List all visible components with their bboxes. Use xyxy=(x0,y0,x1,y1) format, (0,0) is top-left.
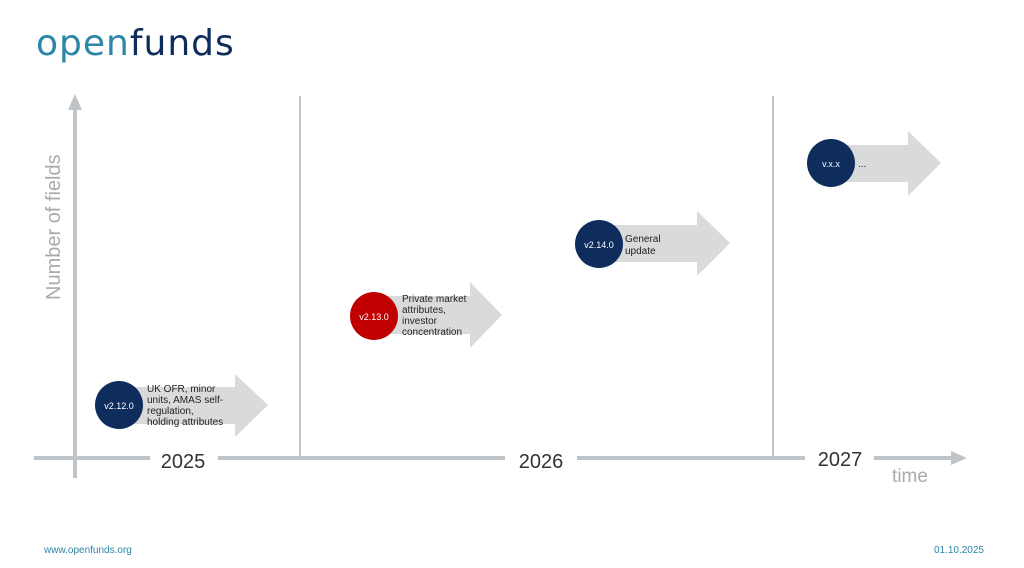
release-desc-line: investor xyxy=(402,316,438,327)
release-arrow xyxy=(375,282,502,348)
logo-text-open: open xyxy=(36,23,130,64)
release-desc-line: Private market xyxy=(402,294,467,305)
version-label: v2.14.0 xyxy=(584,240,614,250)
release-v2-14-0: v2.14.0 General update xyxy=(575,211,730,276)
footer-date: 01.10.2025 xyxy=(933,545,984,556)
version-badge xyxy=(807,139,855,187)
year-label-2026: 2026 xyxy=(519,451,564,473)
release-v2-12-0: v2.12.0 UK OFR, minor units, AMAS self- … xyxy=(95,374,268,437)
year-label-2027: 2027 xyxy=(818,449,863,471)
release-arrow xyxy=(120,374,268,437)
version-badge xyxy=(575,220,623,268)
logo-text-funds: funds xyxy=(129,23,235,64)
release-v-x-x: v.x.x ... xyxy=(807,131,941,196)
version-label: v2.13.0 xyxy=(359,312,389,322)
release-desc-line: regulation, xyxy=(147,406,194,417)
release-desc-line: update xyxy=(625,246,656,257)
release-arrow xyxy=(832,131,941,196)
x-axis-label: time xyxy=(892,466,928,487)
release-desc-line: attributes, xyxy=(402,305,446,316)
release-arrow xyxy=(600,211,730,276)
y-axis-label: Number of fields xyxy=(43,154,65,300)
release-desc-line: ... xyxy=(858,159,866,170)
y-axis-arrowhead xyxy=(68,94,82,110)
release-desc-line: UK OFR, minor xyxy=(147,384,216,395)
footer-url[interactable]: www.openfunds.org xyxy=(44,545,132,556)
version-badge xyxy=(350,292,398,340)
version-badge xyxy=(95,381,143,429)
release-desc-line: units, AMAS self- xyxy=(147,395,223,406)
version-label: v.x.x xyxy=(822,159,840,169)
release-v2-13-0: v2.13.0 Private market attributes, inves… xyxy=(350,282,502,348)
release-desc-line: holding attributes xyxy=(147,417,223,428)
version-label: v2.12.0 xyxy=(104,401,134,411)
year-label-2025: 2025 xyxy=(161,451,206,473)
release-desc-line: concentration xyxy=(402,327,462,338)
openfunds-logo: openfunds xyxy=(36,26,235,62)
release-desc-line: General xyxy=(625,234,661,245)
x-axis-arrowhead xyxy=(951,451,967,465)
